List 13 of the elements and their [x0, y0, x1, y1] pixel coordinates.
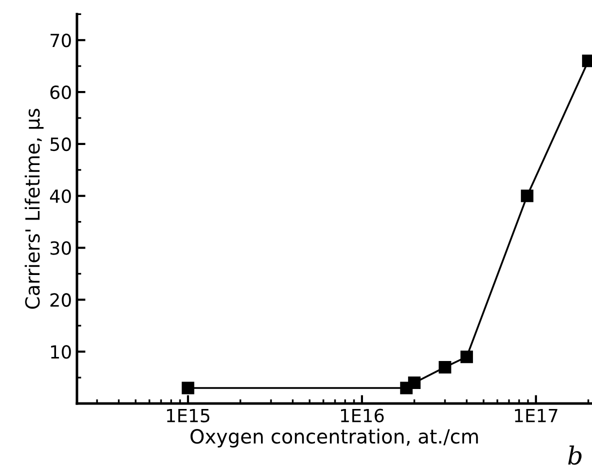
- text: b: [568, 445, 582, 465]
- y-tick-label: 10: [51, 345, 71, 359]
- y-tick-label: 40: [50, 189, 71, 203]
- x-tick-label: 1E17: [514, 408, 558, 422]
- y-tick-label: 30: [50, 241, 71, 255]
- y-axis-title: Carriers' Lifetime, µs: [24, 108, 44, 309]
- y-tick-label: 20: [50, 293, 71, 307]
- y-tick-label: 50: [50, 137, 71, 152]
- x-tick-label: 1E15: [167, 408, 210, 422]
- y-tick-label: 60: [50, 86, 71, 100]
- y-tick-label: 70: [50, 34, 71, 48]
- x-tick-label: 1E16: [341, 408, 384, 422]
- x-axis-title: Oxygen concentration, at./cm: [190, 428, 478, 448]
